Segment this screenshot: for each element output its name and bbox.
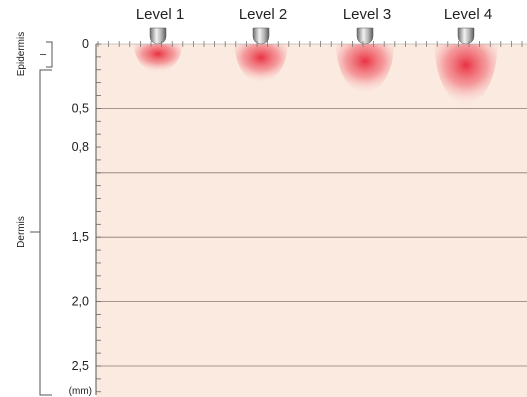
depth-unit: (mm) [69, 386, 92, 397]
depth-label-3: 1,5 [72, 230, 89, 244]
depth-label-5: 2,5 [72, 359, 89, 373]
heat-zone-level-3 [336, 44, 394, 93]
level-label-1: Level 1 [136, 6, 184, 23]
epidermis-bracket [40, 41, 53, 68]
heat-zone-level-2 [234, 44, 288, 83]
handpiece-tip-icon [457, 27, 475, 45]
depth-gridlines [96, 108, 527, 367]
handpiece-tip-icon [356, 27, 374, 45]
energy-zones: Level 1 Level 2 Level 3 Level 4 [134, 6, 498, 105]
level-label-4: Level 4 [444, 6, 492, 23]
depth-labels: 0 0,5 0,8 1,5 2,0 2,5 [72, 37, 89, 373]
skin-area [96, 44, 527, 397]
epidermis-label: Epidermis [16, 32, 27, 76]
heat-zone-level-1 [134, 44, 182, 73]
depth-label-4: 2,0 [72, 295, 89, 309]
level-label-2: Level 2 [239, 6, 287, 23]
handpiece-tip-icon [149, 27, 167, 45]
dermis-label: Dermis [16, 216, 27, 248]
depth-label-1: 0,5 [72, 101, 89, 115]
depth-axis [95, 43, 101, 395]
depth-label-2: 0,8 [72, 140, 89, 154]
surface-ticks [96, 41, 527, 47]
level-label-3: Level 3 [343, 6, 391, 23]
dermis-bracket [30, 69, 52, 396]
heat-zone-level-4 [434, 44, 498, 105]
handpiece-tip-icon [252, 27, 270, 45]
depth-label-0: 0 [82, 37, 89, 51]
